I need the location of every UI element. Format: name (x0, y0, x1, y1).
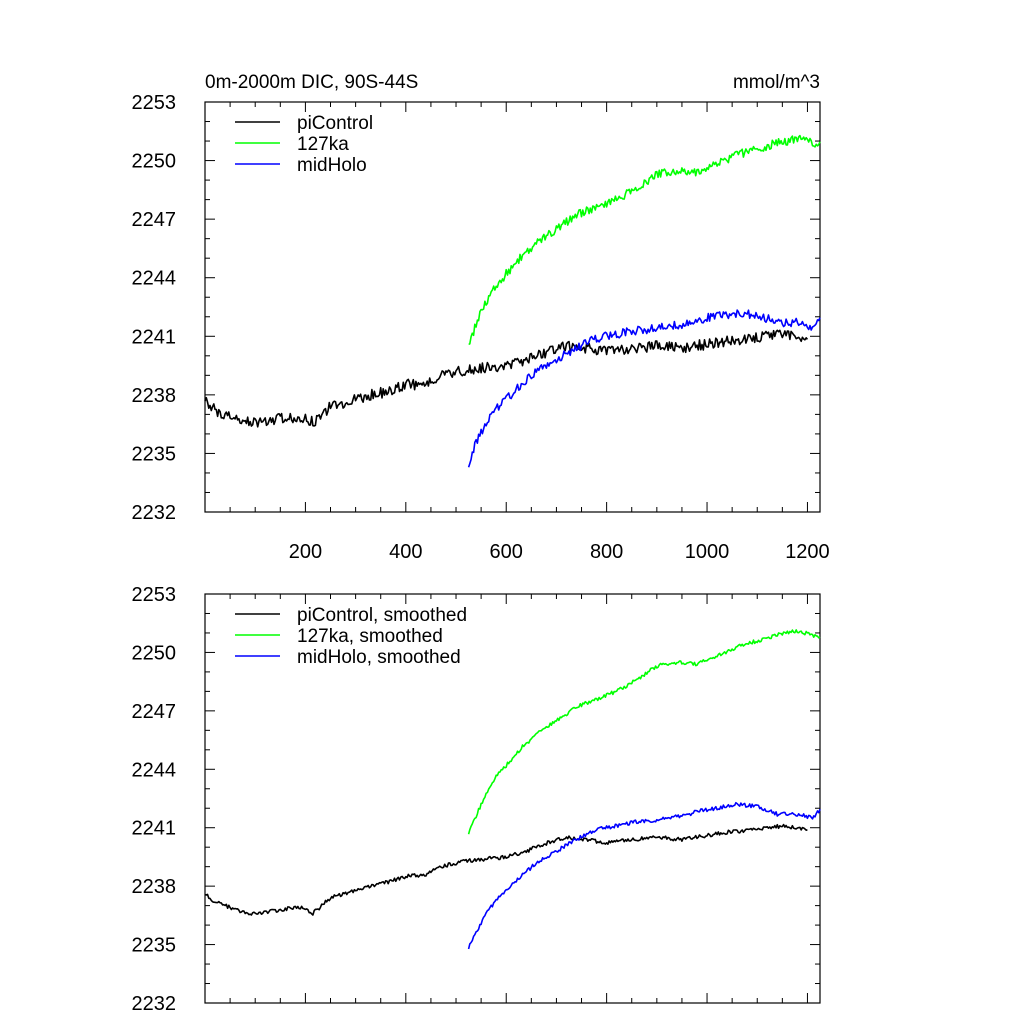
series-line-127ka (468, 134, 821, 346)
series-line-midholo (467, 801, 821, 950)
series-line-picontrol (204, 329, 809, 428)
x-tick-label: 400 (389, 541, 422, 563)
series-line-picontrol (204, 823, 808, 916)
plot-frame (204, 101, 821, 513)
y-tick-label: 2238 (132, 385, 177, 407)
y-tick-label: 2232 (132, 502, 177, 524)
y-tick-label: 2253 (132, 584, 177, 606)
y-tick-label: 2241 (132, 326, 177, 348)
x-tick-label: 1000 (685, 541, 730, 563)
series-line-127ka (467, 629, 821, 835)
y-tick-label: 2232 (132, 993, 177, 1015)
y-tick-label: 2244 (132, 759, 177, 781)
y-tick-label: 2244 (132, 268, 177, 290)
plot-frame (204, 593, 821, 1004)
legend-label: piControl, smoothed (297, 605, 467, 626)
top-panel: 2232 2235 2238 2241 2244 2247 2250 2253 200 400 60… (132, 72, 830, 563)
y-tick-label: 2250 (132, 642, 177, 664)
legend-label: midHolo (297, 155, 367, 176)
x-tick-label: 800 (590, 541, 623, 563)
legend-label: 127ka (297, 134, 349, 155)
y-tick-label: 2241 (132, 818, 177, 840)
y-tick-label: 2253 (132, 92, 177, 114)
legend-label: midHolo, smoothed (297, 647, 461, 668)
x-tick-label: 200 (289, 541, 322, 563)
x-tick-label: 1200 (785, 541, 830, 563)
y-tick-label: 2235 (132, 443, 177, 465)
y-tick-label: 2238 (132, 876, 177, 898)
legend-label: piControl (297, 113, 373, 134)
chart-title: 0m-2000m DIC, 90S-44S (205, 72, 418, 93)
y-tick-label: 2250 (132, 151, 177, 173)
units-label: mmol/m^3 (733, 72, 820, 93)
legend-label: 127ka, smoothed (297, 626, 443, 647)
y-tick-label: 2247 (132, 701, 177, 723)
y-tick-label: 2235 (132, 935, 177, 957)
bottom-panel: 2232 2235 2238 2241 2244 2247 2250 2253 piContro… (132, 584, 821, 1015)
x-tick-label: 600 (490, 541, 523, 563)
y-tick-label: 2247 (132, 209, 177, 231)
series-line-midholo (467, 309, 821, 468)
